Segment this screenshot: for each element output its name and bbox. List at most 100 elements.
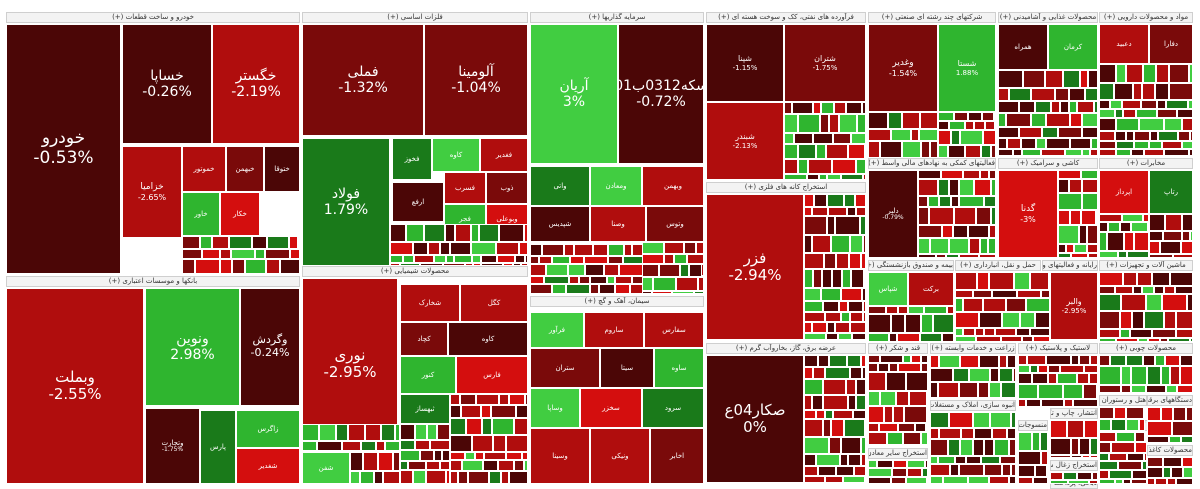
small-stock-cell[interactable] bbox=[1018, 384, 1038, 399]
small-stock-cell[interactable] bbox=[816, 454, 840, 466]
small-stock-cell[interactable] bbox=[465, 263, 473, 266]
small-stock-cell[interactable] bbox=[1173, 407, 1186, 421]
small-stock-cell[interactable] bbox=[1144, 453, 1147, 461]
small-stock-cell[interactable] bbox=[694, 291, 704, 294]
small-stock-cell[interactable] bbox=[989, 476, 1009, 484]
small-stock-cell[interactable] bbox=[430, 440, 450, 450]
small-stock-cell[interactable] bbox=[1121, 294, 1146, 311]
small-stock-cell[interactable] bbox=[813, 269, 822, 288]
small-stock-cell[interactable] bbox=[664, 242, 684, 254]
small-stock-cell[interactable] bbox=[1068, 480, 1089, 484]
small-stock-cell[interactable] bbox=[985, 121, 995, 130]
small-stock-cell[interactable] bbox=[1090, 355, 1098, 365]
small-stock-cell[interactable] bbox=[680, 264, 689, 277]
small-stock-cell[interactable] bbox=[1082, 127, 1098, 138]
small-stock-cell[interactable] bbox=[804, 322, 812, 333]
sector-header-electric[interactable]: دستگاههای برقی (+) bbox=[1147, 395, 1193, 406]
small-stock-cell[interactable] bbox=[1088, 70, 1098, 88]
small-stock-cell[interactable] bbox=[784, 174, 807, 180]
small-stock-cell[interactable] bbox=[400, 470, 413, 484]
small-stock-cell[interactable] bbox=[999, 355, 1007, 368]
small-stock-cell[interactable] bbox=[1058, 193, 1082, 210]
small-stock-cell[interactable] bbox=[420, 450, 434, 461]
small-stock-cell[interactable] bbox=[955, 290, 973, 298]
small-stock-cell[interactable] bbox=[1080, 70, 1088, 88]
small-stock-cell[interactable] bbox=[922, 468, 928, 477]
small-stock-cell[interactable] bbox=[1063, 70, 1080, 88]
stock-tile-small-s39[interactable]: وساپا bbox=[530, 388, 580, 428]
small-stock-cell[interactable] bbox=[824, 253, 836, 269]
sector-header-coal[interactable]: استخراج زغال سنگ (+) bbox=[1050, 460, 1098, 471]
small-stock-cell[interactable] bbox=[408, 461, 426, 470]
small-stock-cell[interactable] bbox=[1099, 470, 1109, 479]
small-stock-cell[interactable] bbox=[963, 298, 983, 312]
small-stock-cell[interactable] bbox=[1118, 461, 1142, 470]
small-stock-cell[interactable] bbox=[879, 423, 898, 432]
small-stock-cell[interactable] bbox=[981, 145, 991, 158]
stock-tile-khesapa[interactable]: خساپا -0.26% bbox=[122, 24, 212, 144]
small-stock-cell[interactable] bbox=[1131, 366, 1147, 385]
small-stock-cell[interactable] bbox=[413, 242, 428, 255]
small-stock-cell[interactable] bbox=[930, 464, 950, 476]
small-stock-cell[interactable] bbox=[1036, 138, 1046, 149]
small-stock-cell[interactable] bbox=[804, 379, 823, 395]
small-stock-cell[interactable] bbox=[1176, 329, 1193, 338]
small-stock-cell[interactable] bbox=[1050, 472, 1063, 480]
small-stock-cell[interactable] bbox=[360, 471, 374, 484]
small-stock-cell[interactable] bbox=[689, 264, 702, 277]
small-stock-cell[interactable] bbox=[642, 277, 653, 291]
small-stock-cell[interactable] bbox=[822, 269, 832, 288]
small-stock-cell[interactable] bbox=[960, 355, 979, 368]
small-stock-cell[interactable] bbox=[1002, 464, 1011, 476]
small-stock-cell[interactable] bbox=[1158, 131, 1178, 141]
small-stock-cell[interactable] bbox=[1173, 254, 1193, 258]
small-stock-cell[interactable] bbox=[976, 336, 1001, 342]
small-stock-cell[interactable] bbox=[608, 256, 623, 264]
small-stock-cell[interactable] bbox=[829, 355, 847, 367]
small-stock-cell[interactable] bbox=[868, 460, 877, 468]
small-stock-cell[interactable] bbox=[1067, 420, 1084, 438]
small-stock-cell[interactable] bbox=[1084, 420, 1098, 438]
small-stock-cell[interactable] bbox=[1079, 355, 1090, 365]
small-stock-cell[interactable] bbox=[949, 412, 973, 428]
small-stock-cell[interactable] bbox=[906, 477, 927, 484]
small-stock-cell[interactable] bbox=[1035, 101, 1051, 113]
small-stock-cell[interactable] bbox=[1115, 479, 1123, 484]
stock-tile-small-s4[interactable]: خاور bbox=[182, 192, 220, 236]
small-stock-cell[interactable] bbox=[514, 418, 528, 435]
small-stock-cell[interactable] bbox=[1115, 131, 1126, 141]
small-stock-cell[interactable] bbox=[825, 312, 841, 322]
small-stock-cell[interactable] bbox=[847, 355, 861, 367]
small-stock-cell[interactable] bbox=[515, 255, 525, 263]
small-stock-cell[interactable] bbox=[390, 224, 406, 242]
small-stock-cell[interactable] bbox=[954, 112, 968, 121]
small-stock-cell[interactable] bbox=[861, 437, 866, 454]
small-stock-cell[interactable] bbox=[200, 236, 212, 249]
small-stock-cell[interactable] bbox=[939, 428, 961, 439]
small-stock-cell[interactable] bbox=[1082, 455, 1090, 458]
sector-header-auto[interactable]: خودرو و ساخت قطعات (+) bbox=[6, 12, 300, 23]
small-stock-cell[interactable] bbox=[1099, 355, 1110, 366]
small-stock-cell[interactable] bbox=[267, 236, 289, 249]
small-stock-cell[interactable] bbox=[1131, 149, 1144, 156]
small-stock-cell[interactable] bbox=[998, 113, 1006, 127]
small-stock-cell[interactable] bbox=[898, 363, 921, 372]
small-stock-cell[interactable] bbox=[921, 355, 928, 363]
small-stock-cell[interactable] bbox=[336, 424, 348, 441]
small-stock-cell[interactable] bbox=[938, 112, 954, 121]
small-stock-cell[interactable] bbox=[1013, 149, 1022, 156]
small-stock-cell[interactable] bbox=[1048, 365, 1060, 373]
small-stock-cell[interactable] bbox=[984, 464, 1002, 476]
small-stock-cell[interactable] bbox=[1116, 338, 1138, 342]
small-stock-cell[interactable] bbox=[1162, 294, 1187, 311]
small-stock-cell[interactable] bbox=[893, 460, 907, 468]
sector-header-it[interactable]: رایانه و فعالیتهای وابسته (+) bbox=[1042, 260, 1098, 271]
small-stock-cell[interactable] bbox=[999, 368, 1013, 382]
small-stock-cell[interactable] bbox=[525, 255, 528, 263]
small-stock-cell[interactable] bbox=[1156, 64, 1169, 83]
small-stock-cell[interactable] bbox=[880, 391, 896, 406]
small-stock-cell[interactable] bbox=[266, 259, 280, 274]
small-stock-cell[interactable] bbox=[991, 207, 996, 225]
small-stock-cell[interactable] bbox=[955, 328, 963, 336]
small-stock-cell[interactable] bbox=[854, 466, 866, 476]
